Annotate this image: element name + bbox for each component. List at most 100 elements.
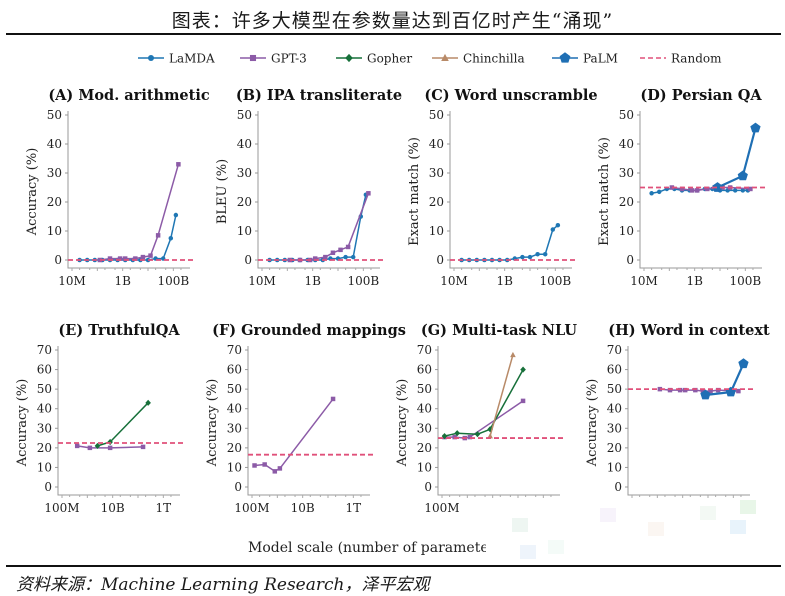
panel-3: (C) Word unscramble 0 10 20 30 40 50 Exact matc… [407,87,598,288]
panel-title: (F) Grounded mappings [212,322,406,339]
point-gpt-3 [694,188,700,193]
point-lamda [350,254,356,260]
y-axis-label: Accuracy (%) [15,379,30,468]
y-tick-label: 0 [54,253,62,267]
x-tick-label: 100B [347,274,379,288]
point-gpt-3 [705,186,710,192]
y-tick-label: 20 [619,195,634,209]
axis-lines [257,111,380,269]
obscured-patch [730,520,746,534]
panel-title: (B) IPA transliterate [236,87,402,104]
x-tick-label: 100B [157,274,189,288]
point-lamda [520,254,525,260]
point-lamda [173,212,179,218]
point-chinchilla [510,351,516,358]
point-gpt-3 [677,387,683,393]
point-gpt-3 [148,253,153,258]
x-tick-label: 10M [440,274,468,288]
y-axis-label: Exact match (%) [407,137,422,246]
point-gpt-3 [140,444,146,450]
point-lamda [649,191,654,196]
y-tick-label: 60 [37,363,52,377]
panel-5: (E) TruthfulQA 0 10 20 30 40 50 60 70 Accuracy (%… [15,322,184,515]
point-lamda [535,251,540,257]
y-tick-label: 10 [619,224,634,238]
x-tick-label: 1B [114,274,131,288]
point-gopher [474,431,481,438]
point-gopher [520,366,526,373]
y-tick-label: 50 [37,382,52,396]
x-axis-title: Model scale (number of parameters) [248,540,508,556]
y-tick-label: 10 [47,224,62,238]
point-lamda [740,188,746,193]
point-lamda [555,222,561,228]
point-palm [738,358,749,369]
y-tick-label: 20 [37,441,52,455]
y-tick-label: 70 [37,343,52,357]
y-axis-label: Accuracy (%) [585,379,600,468]
y-tick-label: 70 [417,343,432,357]
y-tick-label: 0 [44,480,52,494]
point-lamda [527,254,533,260]
y-tick-label: 30 [417,421,432,435]
y-tick-label: 10 [429,224,444,238]
y-tick-label: 60 [417,363,432,377]
page-title: 图表：许多大模型在参数量达到百亿时产生“涌现” [171,10,614,32]
y-tick-label: 70 [607,343,622,357]
y-tick-label: 40 [47,137,62,151]
legend-marker-palm [559,52,571,63]
obscured-patch [512,518,528,532]
legend-label-random: Random [671,52,722,66]
point-gpt-3 [107,256,113,261]
legend-marker-gopher [345,53,353,63]
y-tick-label: 30 [47,166,62,180]
series-line-gopher [97,402,149,447]
y-tick-label: 60 [227,363,242,377]
point-gpt-3 [682,387,688,393]
obscured-patch [548,540,564,554]
point-gpt-3 [74,443,80,449]
point-gpt-3 [97,257,103,263]
panel-2: (B) IPA transliterate 0 10 20 30 40 50 BLEU (%)… [215,87,402,288]
top-rule [6,33,781,35]
y-tick-label: 40 [227,402,242,416]
legend-label-lamda: LaMDA [169,52,215,66]
series-line-chinchilla [489,354,514,437]
point-lamda [656,189,662,195]
obscured-patch [648,522,664,536]
point-gpt-3 [176,162,181,167]
y-axis-label: Accuracy (%) [205,379,220,468]
y-tick-label: 40 [429,137,444,151]
series-line-gpt-3 [254,398,334,473]
x-tick-label: 1B [304,274,321,288]
point-gpt-3 [155,233,161,238]
y-tick-label: 0 [436,253,444,267]
axis-lines [57,346,180,496]
y-tick-label: 40 [417,402,432,416]
point-gpt-3 [366,191,371,196]
point-gpt-3 [323,254,328,260]
point-palm [712,182,723,192]
y-tick-label: 50 [607,382,622,396]
panel-title: (E) TruthfulQA [58,322,180,339]
point-gpt-3 [133,256,138,261]
series-line-lamda [269,194,367,261]
y-axis-label: Exact match (%) [597,137,612,246]
point-gpt-3 [657,386,663,392]
legend: LaMDA GPT-3 Gopher Chinchilla PaLM Random [138,52,722,66]
point-gopher [145,399,151,406]
y-tick-label: 30 [619,166,634,180]
point-gpt-3 [272,469,278,474]
point-gopher [454,430,460,437]
point-gpt-3 [669,185,675,190]
legend-marker-lamda [147,54,155,62]
y-tick-label: 20 [47,195,62,209]
axis-lines [437,346,560,496]
point-gpt-3 [700,388,706,394]
point-gpt-3 [87,445,93,451]
obscured-patch [700,506,716,520]
y-tick-label: 40 [237,137,252,151]
y-tick-label: 70 [227,343,242,357]
point-gpt-3 [520,398,526,404]
